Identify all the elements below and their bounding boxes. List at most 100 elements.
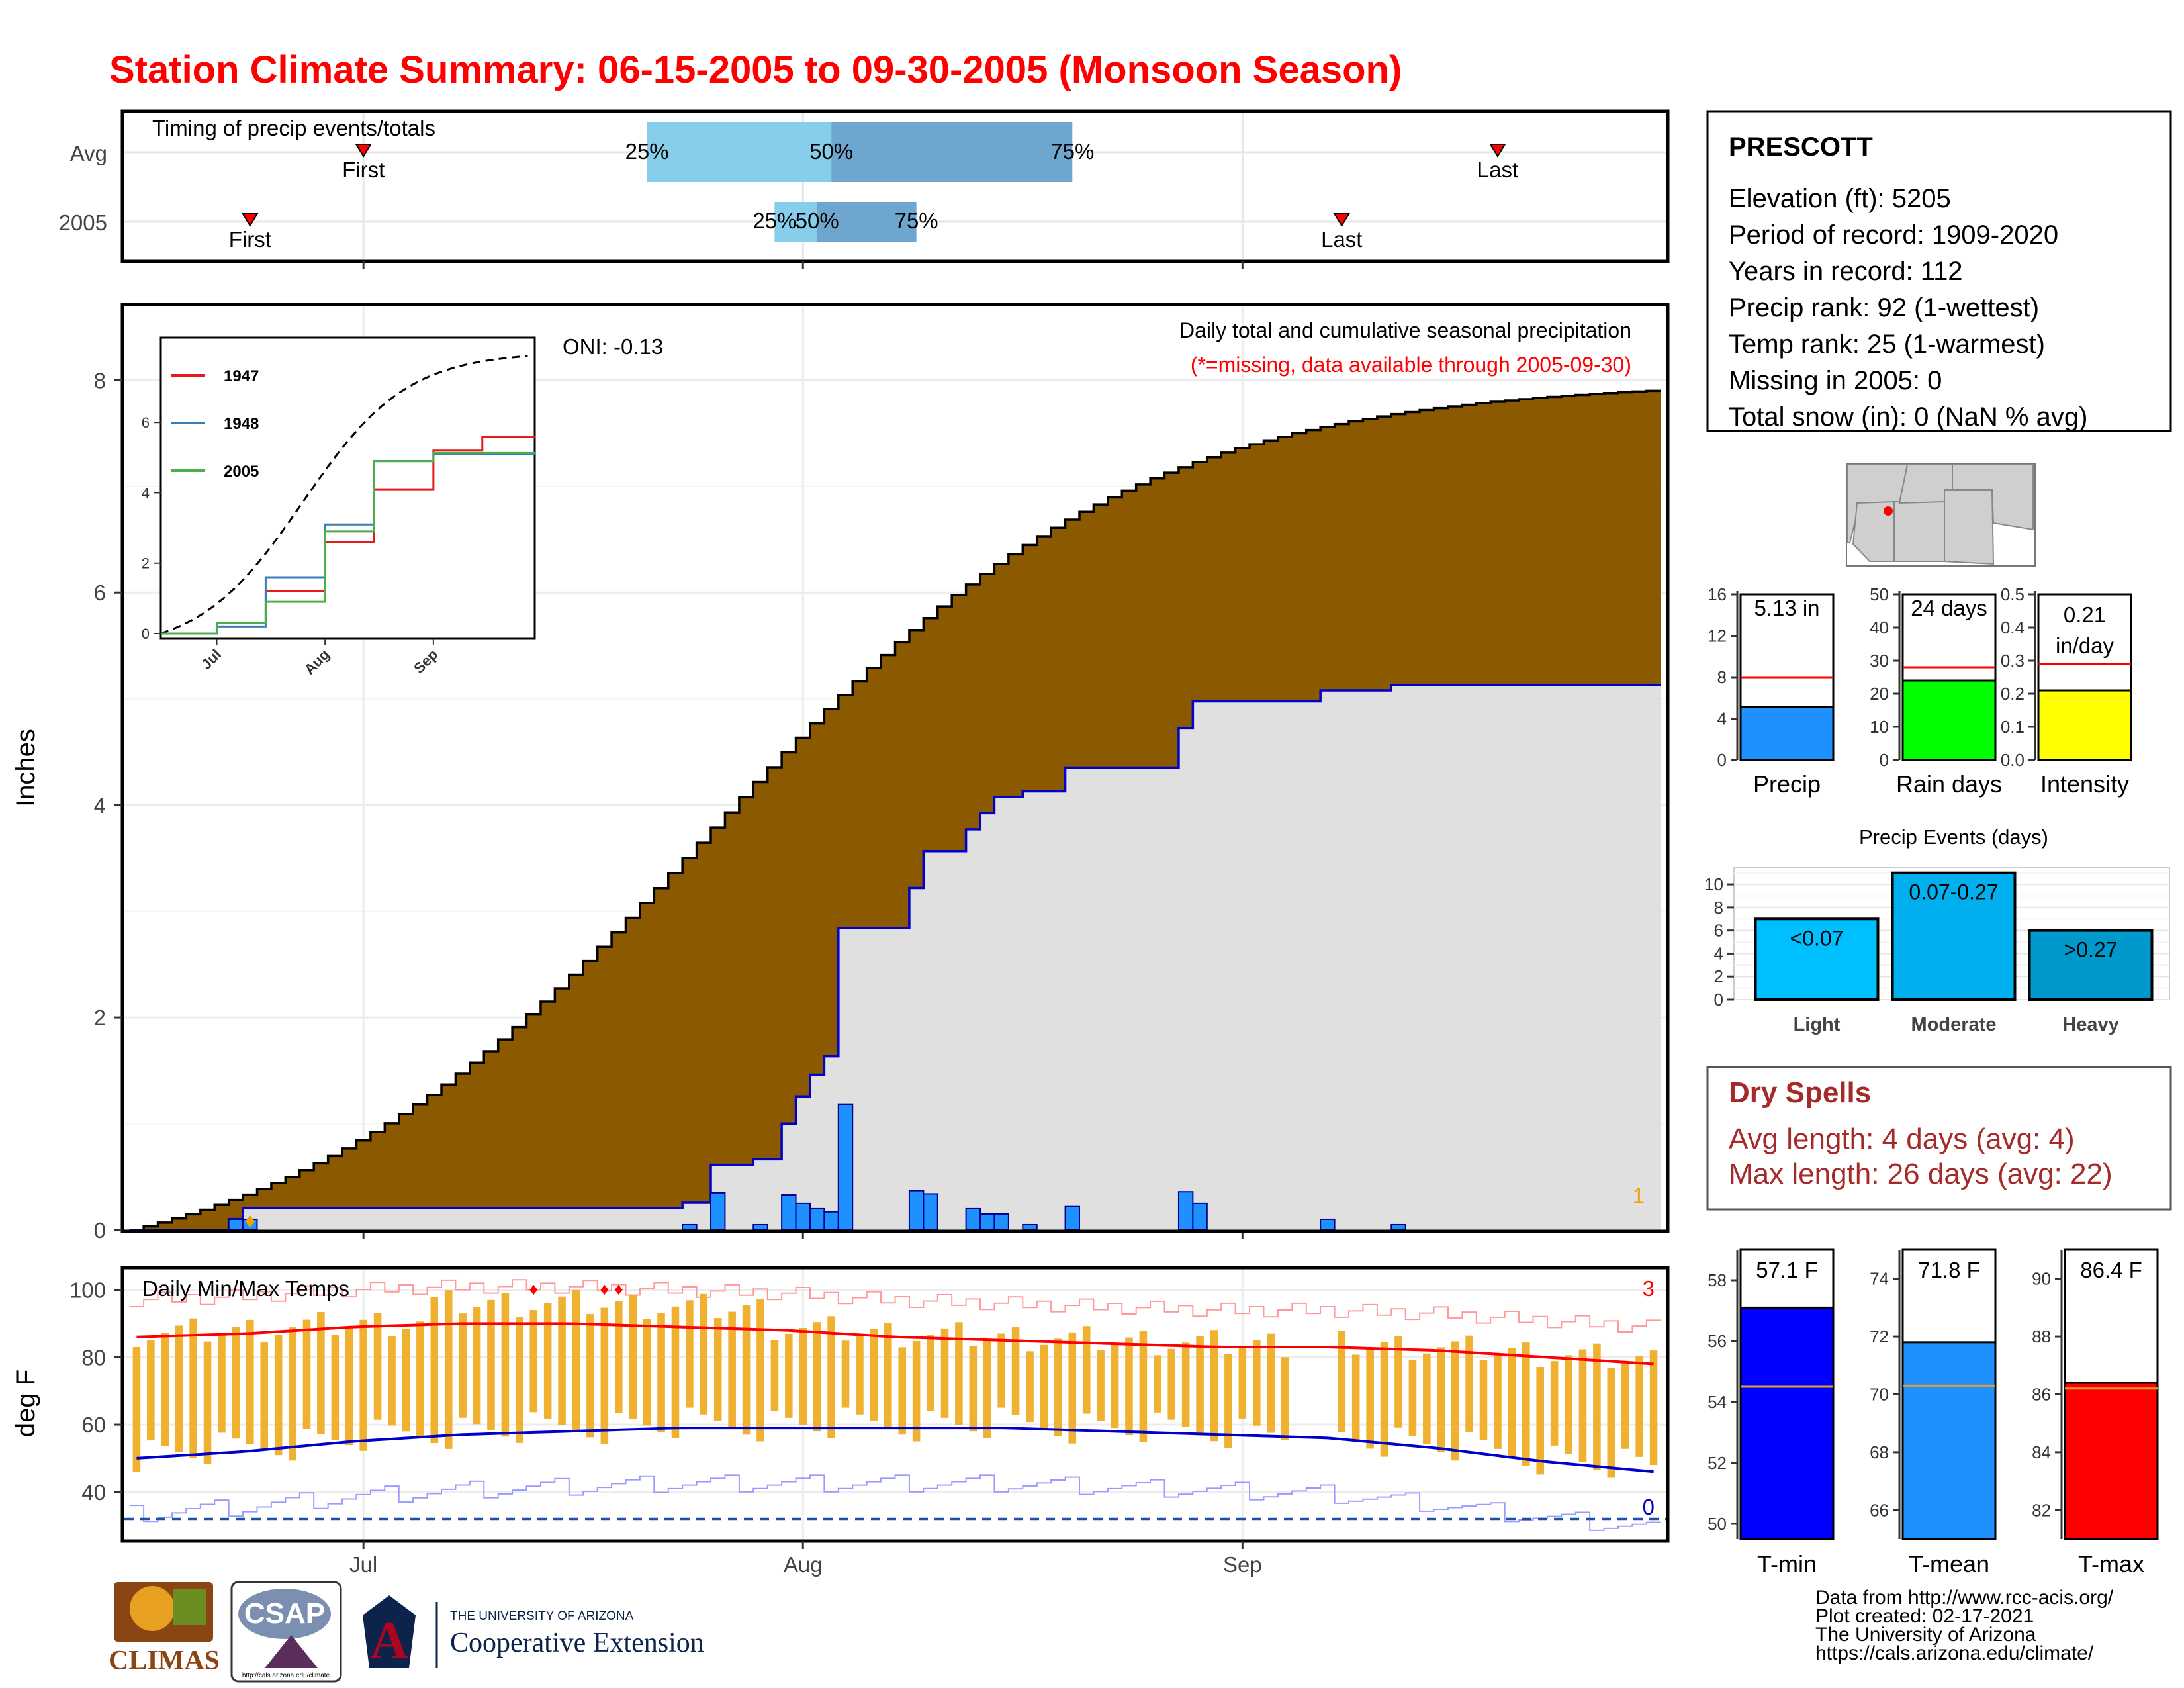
daily-temp-range-bar <box>487 1299 495 1430</box>
daily-temp-range-bar <box>955 1322 963 1425</box>
summary-value-unit: in/day <box>2056 633 2115 658</box>
inset-y-tick-label: 4 <box>142 485 150 501</box>
timing-q25-label: 25% <box>752 209 796 233</box>
daily-temp-range-bar <box>770 1340 779 1411</box>
daily-temp-range-bar <box>373 1312 382 1420</box>
daily-temp-range-bar <box>1366 1348 1374 1449</box>
station-location-dot <box>1884 506 1893 516</box>
summary-y-tick-label: 10 <box>1870 717 1889 737</box>
y-tick-label: 0 <box>94 1218 106 1243</box>
station-line: Missing in 2005: 0 <box>1729 366 1942 395</box>
daily-temp-range-bar <box>1508 1348 1516 1458</box>
daily-temp-range-bar <box>331 1335 340 1440</box>
daily-temp-range-bar <box>912 1340 921 1442</box>
daily-temp-range-bar <box>700 1293 708 1415</box>
events-y-tick-label: 10 <box>1704 874 1723 894</box>
x-tick-label: Aug <box>784 1552 823 1577</box>
timing-last-label: Last <box>1477 158 1518 182</box>
temp-summary-y-tick-label: 66 <box>1870 1500 1889 1520</box>
daily-temp-range-bar <box>1181 1342 1190 1427</box>
climas-logo-text: CLIMAS <box>109 1646 220 1676</box>
daily-precip-bar <box>752 1223 768 1231</box>
daily-temp-range-bar <box>402 1329 410 1432</box>
timing-q75-label: 75% <box>1050 139 1094 164</box>
daily-temp-range-bar <box>870 1329 878 1421</box>
daily-temp-range-bar <box>473 1306 481 1425</box>
daily-temp-range-bar <box>1040 1344 1048 1430</box>
daily-precip-bar <box>795 1202 811 1231</box>
daily-temp-range-bar <box>785 1333 793 1418</box>
temp-summary-label: T-min <box>1757 1550 1817 1577</box>
inset-legend-label: 1947 <box>224 367 259 385</box>
daily-temp-range-bar <box>856 1335 864 1415</box>
timing-panel: Timing of precip events/totals Avg 2005 … <box>59 109 1670 269</box>
timing-last-marker <box>1333 213 1351 227</box>
daily-precip-bar <box>1192 1202 1208 1231</box>
daily-precip-bar <box>923 1193 938 1231</box>
daily-temp-range-bar <box>1536 1367 1544 1475</box>
timing-q50-label: 50% <box>809 139 853 164</box>
daily-temp-range-bar <box>1649 1350 1658 1466</box>
daily-temp-range-bar <box>614 1301 623 1413</box>
daily-temp-range-bar <box>1154 1355 1161 1413</box>
daily-temp-range-bar <box>1167 1348 1176 1420</box>
daily-temp-range-bar <box>728 1311 736 1429</box>
inset-legend-label: 2005 <box>224 463 259 481</box>
summary-y-tick-label: 0.1 <box>2001 717 2025 737</box>
timing-first-label: First <box>342 158 385 182</box>
daily-temp-range-bar <box>459 1313 467 1418</box>
events-y-tick-label: 2 <box>1714 966 1723 986</box>
summary-y-tick-label: 0 <box>1717 750 1727 770</box>
daily-temp-range-bar <box>1578 1349 1587 1462</box>
missing-note: (*=missing, data available through 2005-… <box>1191 353 1631 377</box>
cumulative-avg-line <box>129 389 1661 1231</box>
summary-y-tick-label: 0.3 <box>2001 651 2025 671</box>
daily-temp-range-bar <box>1408 1360 1417 1436</box>
university-of-arizona-logo: A THE UNIVERSITY OF ARIZONA Cooperative … <box>363 1595 704 1670</box>
daily-temp-range-bar <box>799 1328 807 1425</box>
daily-temp-range-bar <box>1423 1353 1431 1444</box>
timing-row-2005: 2005 <box>59 211 107 235</box>
daily-precip-bar <box>1320 1218 1336 1231</box>
temp-summary-label: T-mean <box>1909 1550 1989 1577</box>
y-tick-label: 4 <box>94 793 106 818</box>
daily-temp-range-bar <box>756 1299 764 1442</box>
daily-temp-range-bar <box>643 1319 651 1426</box>
inset-legend-label: 1948 <box>224 415 259 433</box>
timing-last-marker <box>1489 144 1506 158</box>
x-tick-label: Jul <box>349 1552 377 1577</box>
record-high-count: 3 <box>1643 1276 1655 1301</box>
daily-temp-range-bar <box>586 1314 594 1438</box>
daily-temp-range-bar <box>274 1335 283 1456</box>
credit-line: The University of Arizona <box>1815 1624 2036 1646</box>
daily-temp-range-bar <box>1224 1354 1232 1449</box>
daily-temp-range-bar <box>600 1307 609 1444</box>
timing-first-marker <box>242 213 259 227</box>
cumulative-2005-line <box>129 684 1661 1231</box>
csap-logo-url: http://cals.arizona.edu/climate <box>242 1672 330 1679</box>
daily-temp-range-bar <box>203 1341 212 1464</box>
temps-label: Daily Min/Max Temps <box>142 1276 349 1301</box>
inset-y-tick-label: 0 <box>142 626 150 642</box>
precip-panel: Inches Daily total and cumulative season… <box>11 303 1670 1243</box>
inset-series-line <box>161 451 535 635</box>
daily-temp-range-bar <box>940 1328 949 1418</box>
precip-caption: Daily total and cumulative seasonal prec… <box>1179 318 1631 342</box>
summary-y-tick-label: 50 <box>1870 585 1889 604</box>
timing-q25-q50-bar <box>647 122 832 182</box>
daily-temp-range-bar <box>529 1310 538 1413</box>
summary-y-tick-label: 20 <box>1870 684 1889 704</box>
timing-label: Timing of precip events/totals <box>152 116 435 140</box>
daily-temp-range-bar <box>1210 1330 1218 1442</box>
daily-temp-range-bar <box>388 1335 396 1426</box>
summary-label: Intensity <box>2040 771 2129 798</box>
csap-logo: CSAP http://cals.arizona.edu/climate <box>230 1581 342 1683</box>
summary-y-tick-label: 40 <box>1870 618 1889 637</box>
daily-temp-range-bar <box>1394 1335 1402 1428</box>
summary-value: 0.21 <box>2064 602 2106 627</box>
daily-temp-range-bar <box>189 1318 197 1458</box>
daily-temp-range-bar <box>742 1305 751 1435</box>
timing-q50-label: 50% <box>796 209 839 233</box>
